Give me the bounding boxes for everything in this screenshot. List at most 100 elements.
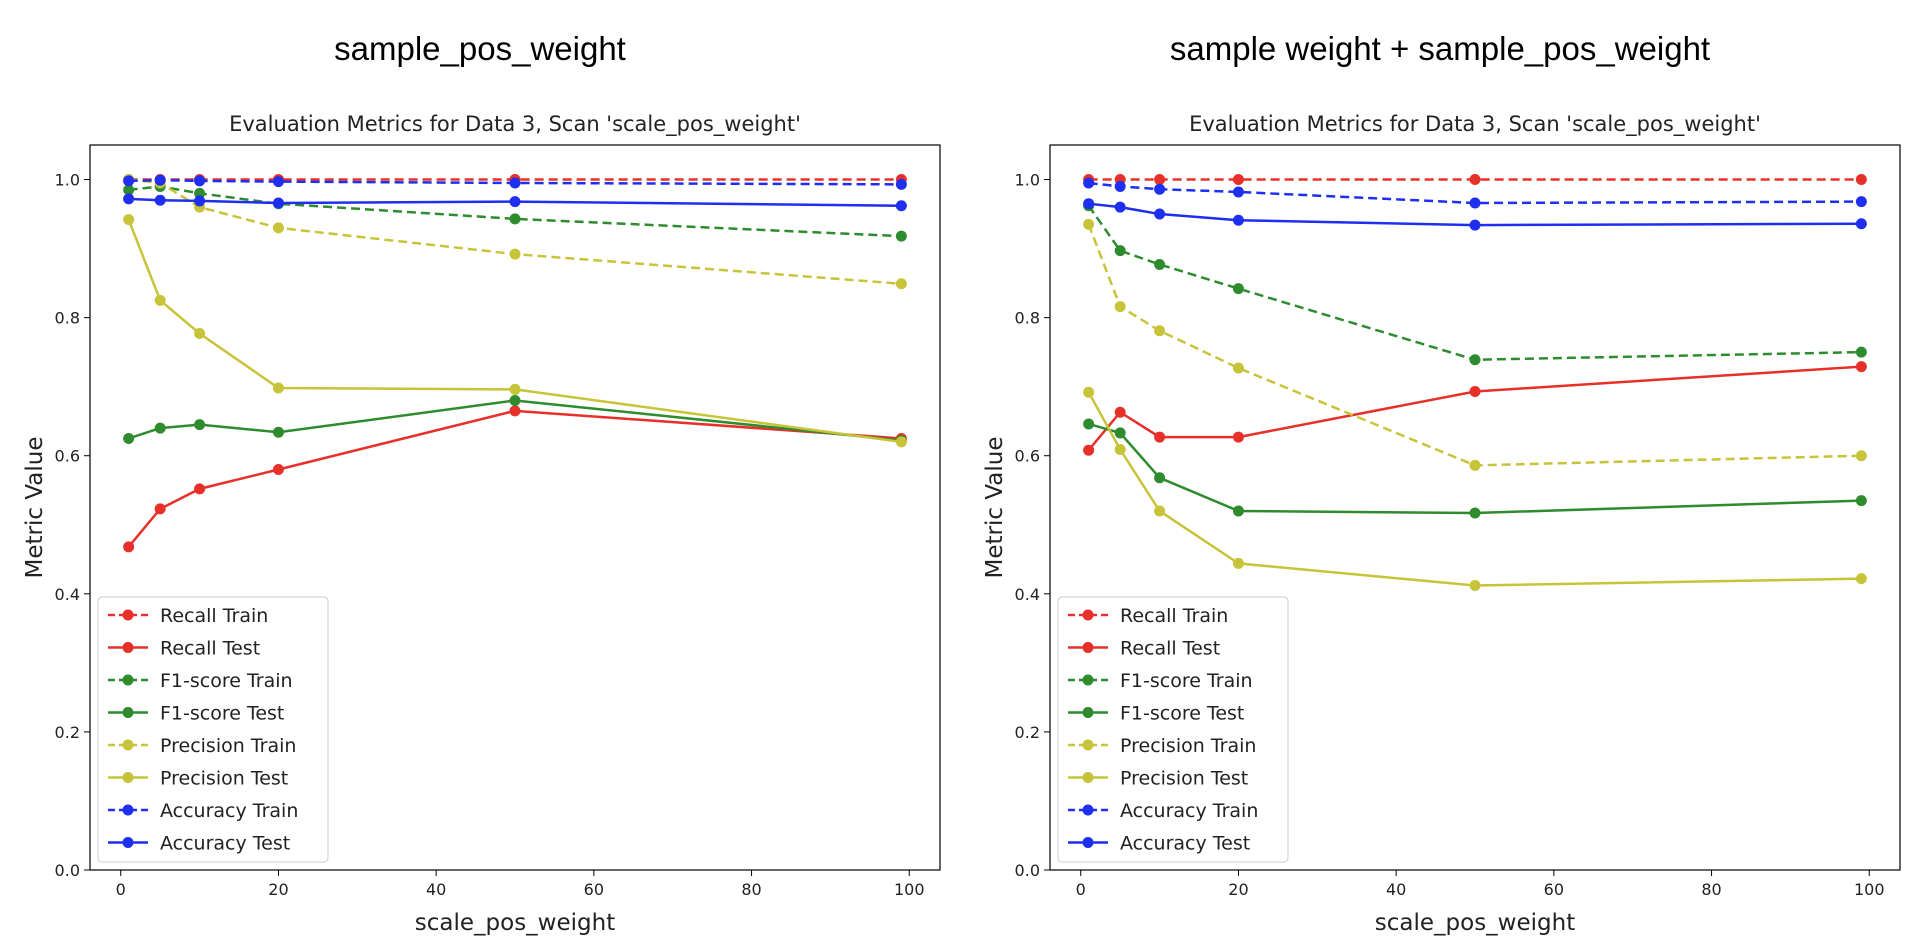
chart-title: Evaluation Metrics for Data 3, Scan 'sca… (229, 112, 801, 137)
data-point (1855, 196, 1867, 208)
data-point (1855, 346, 1867, 358)
right-panel: sample weight + sample_pos_weight Evalua… (960, 0, 1920, 950)
legend-label: Accuracy Test (1120, 833, 1250, 855)
data-point (123, 184, 135, 196)
data-point (123, 541, 135, 553)
data-point (1114, 406, 1126, 418)
data-point (1232, 283, 1244, 295)
legend-marker (122, 642, 134, 653)
data-point (895, 200, 907, 212)
data-point (194, 419, 206, 431)
data-point (1154, 431, 1166, 443)
chart-title: Evaluation Metrics for Data 3, Scan 'sca… (1189, 112, 1761, 137)
legend-label: Accuracy Train (1120, 800, 1258, 822)
series-line (128, 178, 902, 286)
x-tick-label: 60 (1544, 880, 1564, 899)
x-axis-label: scale_pos_weight (1375, 910, 1575, 936)
legend-marker (122, 804, 134, 816)
series-line (1087, 391, 1862, 587)
series-line (128, 178, 902, 186)
data-point (154, 503, 166, 515)
data-point (1469, 174, 1481, 186)
series-line (1087, 205, 1862, 361)
left-panel: sample_pos_weight Evaluation Metrics for… (22, 30, 941, 936)
data-point (272, 176, 284, 188)
data-point (1114, 301, 1126, 313)
data-point (1154, 183, 1166, 195)
data-point (1083, 444, 1095, 456)
data-point (194, 328, 206, 339)
data-point (895, 178, 907, 190)
y-tick-label: 0.4 (1015, 585, 1040, 604)
data-point (1083, 218, 1095, 230)
data-point (1469, 197, 1481, 209)
y-axis-label: Metric Value (982, 437, 1008, 579)
data-point (154, 422, 166, 434)
data-point (509, 383, 521, 395)
data-point (123, 432, 135, 444)
y-tick-label: 0.0 (1015, 861, 1040, 880)
legend-marker (122, 674, 134, 686)
data-point (1114, 245, 1126, 257)
legend-label: Accuracy Train (160, 800, 298, 822)
data-point (1232, 174, 1244, 186)
data-point (509, 394, 521, 406)
data-point (1232, 505, 1244, 517)
data-point (1083, 418, 1095, 430)
data-point (1083, 198, 1095, 210)
data-point (194, 483, 206, 495)
legend-label: Recall Train (160, 605, 268, 627)
y-tick-label: 0.4 (55, 585, 80, 604)
series-line (1087, 223, 1862, 467)
y-tick-label: 0.0 (55, 861, 80, 880)
data-point (154, 174, 166, 186)
legend-box (97, 596, 329, 863)
data-point (1855, 573, 1867, 585)
legend-marker (1082, 642, 1094, 653)
x-tick-label: 80 (1701, 880, 1721, 899)
plot-frame (1049, 144, 1901, 871)
data-point (1154, 505, 1166, 517)
data-point (272, 197, 284, 209)
legend-marker (1082, 609, 1094, 621)
data-point (895, 436, 907, 448)
right-chart: Evaluation Metrics for Data 3, Scan 'sca… (982, 112, 1901, 936)
legend-label: Precision Train (1120, 735, 1256, 757)
series-line (127, 219, 902, 444)
legend-marker (122, 837, 134, 848)
data-point (1855, 361, 1867, 373)
legend-label: F1-score Test (160, 703, 284, 725)
y-tick-label: 1.0 (1015, 171, 1040, 190)
x-tick-label: 20 (268, 880, 288, 899)
series-line (1087, 365, 1862, 451)
x-tick-label: 20 (1228, 880, 1248, 899)
data-point (272, 464, 284, 476)
data-point (1232, 557, 1244, 569)
y-axis-label: Metric Value (22, 437, 48, 579)
data-point (1114, 427, 1126, 439)
data-point (1154, 325, 1166, 337)
right-heading: sample weight + sample_pos_weight (1169, 30, 1711, 67)
left-heading: sample_pos_weight (334, 30, 626, 67)
legend-marker (122, 772, 134, 783)
data-point (1083, 177, 1095, 189)
legend-label: Recall Test (1120, 638, 1220, 660)
data-point (272, 222, 284, 234)
data-point (1154, 208, 1166, 220)
x-tick-label: 0 (1076, 880, 1086, 899)
legend-marker (122, 609, 134, 621)
data-point (194, 175, 206, 187)
data-point (1114, 180, 1126, 192)
data-point (1855, 174, 1867, 186)
x-tick-label: 60 (584, 880, 604, 899)
data-point (1469, 219, 1481, 231)
data-point (1855, 218, 1867, 230)
data-point (1114, 444, 1126, 455)
legend-marker (122, 707, 134, 718)
data-point (509, 196, 521, 208)
y-tick-label: 0.2 (1015, 723, 1040, 742)
data-point (1083, 386, 1095, 398)
data-point (1232, 431, 1244, 443)
series-line (1088, 181, 1862, 205)
